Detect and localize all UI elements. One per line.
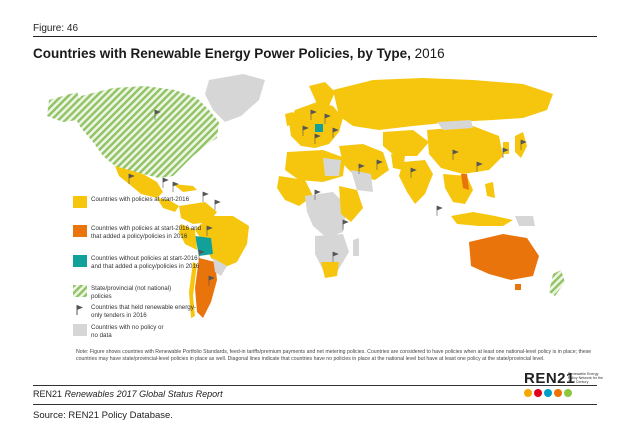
madagascar-region xyxy=(353,238,359,256)
legend-swatch-added xyxy=(73,225,87,237)
tender-flag-icon xyxy=(198,249,205,260)
legend-swatch-start xyxy=(73,196,87,208)
russia-region xyxy=(333,78,553,130)
leaf-icon xyxy=(564,389,572,397)
figure-label: Figure: 46 xyxy=(33,23,79,34)
pakistan-region xyxy=(391,154,405,170)
tender-flag-icon xyxy=(358,163,365,174)
tender-flag-markers xyxy=(128,109,527,286)
tender-flag-icon xyxy=(302,125,309,136)
tender-flag-icon xyxy=(332,251,339,262)
tender-flag-icon xyxy=(376,159,383,170)
paraguay-uruguay-region xyxy=(213,258,227,276)
tender-flag-icon xyxy=(172,181,179,192)
tender-flag-icon xyxy=(202,191,209,202)
logo-tagline: Renewable Energy Policy Network for the … xyxy=(568,372,603,385)
bottom-divider xyxy=(33,404,597,405)
tender-flag-icon xyxy=(162,177,169,188)
legend-swatch-without xyxy=(73,255,87,267)
mexico-region xyxy=(115,166,163,198)
east-africa-region xyxy=(339,186,363,222)
footer-org: REN21 xyxy=(33,389,63,399)
greenland-region xyxy=(205,74,265,122)
legend-label-start: Countries with policies at start-2016 xyxy=(91,196,190,203)
figure-title: Countries with Renewable Energy Power Po… xyxy=(33,46,445,61)
legend-label-none: Countries with no policy or no data xyxy=(91,324,164,339)
legend-swatch-none xyxy=(73,324,87,336)
central-africa-region xyxy=(305,192,347,238)
tender-flag-icon xyxy=(206,225,213,236)
west-africa-region xyxy=(277,176,313,206)
tender-flag-icon xyxy=(154,109,161,120)
korea-region xyxy=(503,142,509,154)
tender-flag-icon xyxy=(128,173,135,184)
legend-swatch-state xyxy=(73,285,87,297)
mongolia-region xyxy=(437,120,473,130)
europe-teal-region xyxy=(315,124,323,132)
source-caption: Source: REN21 Policy Database. xyxy=(33,410,173,421)
central-asia-region xyxy=(383,130,429,156)
new-zealand-region xyxy=(549,270,565,296)
peru-region xyxy=(179,224,197,250)
legend-label-tender: Countries that held renewable energy-onl… xyxy=(91,304,196,319)
caribbean-region xyxy=(173,184,197,192)
saudi-region xyxy=(351,170,373,192)
australia-region xyxy=(469,234,539,280)
india-region xyxy=(399,160,433,204)
philippines-region xyxy=(485,182,495,198)
tasmania-region xyxy=(515,284,521,290)
footer-divider xyxy=(33,385,597,386)
sun-icon xyxy=(524,389,532,397)
ren21-logo: REN21 Renewable Energy Policy Network fo… xyxy=(524,370,604,404)
indonesia-region xyxy=(451,212,513,226)
argentina-region xyxy=(195,258,217,318)
tender-flag-icon xyxy=(314,133,321,144)
legend-label-added: Countries with policies at start-2016 an… xyxy=(91,225,202,240)
chile-region xyxy=(189,262,197,318)
world-map xyxy=(47,74,565,318)
tender-flag-icon xyxy=(314,189,321,200)
tender-flag-icon xyxy=(208,275,215,286)
china-region xyxy=(427,126,503,174)
footer-report-title: Renewables 2017 Global Status Report xyxy=(64,389,223,399)
alaska-region xyxy=(47,92,83,122)
water-icon xyxy=(544,389,552,397)
tender-flag-icon xyxy=(76,305,83,315)
legend-label-without: Countries without policies at start-2016… xyxy=(91,255,200,270)
tender-flag-icon xyxy=(476,161,483,172)
wind-icon xyxy=(534,389,542,397)
title-year: 2016 xyxy=(414,46,445,61)
new-guinea-region xyxy=(515,216,535,226)
tender-flag-icon xyxy=(436,205,443,216)
tender-flag-icon xyxy=(214,199,221,210)
top-divider xyxy=(33,36,597,37)
report-footer: REN21 Renewables 2017 Global Status Repo… xyxy=(33,389,223,399)
figure-note: Note: Figure shows countries with Renewa… xyxy=(76,349,592,362)
tender-flag-icon xyxy=(520,139,527,150)
fire-icon xyxy=(554,389,562,397)
central-america-region xyxy=(157,198,179,212)
tender-flag-icon xyxy=(410,167,417,178)
libya-region xyxy=(323,158,341,176)
tender-flag-icon xyxy=(342,219,349,230)
north-america-state-policies xyxy=(73,86,219,178)
tender-flag-icon xyxy=(324,113,331,124)
tender-flag-icon xyxy=(452,149,459,160)
tender-flag-icon xyxy=(332,127,339,138)
title-main: Countries with Renewable Energy Power Po… xyxy=(33,46,411,61)
logo-wordmark: REN21 xyxy=(524,370,575,387)
legend-label-state: State/provincial (not national) policies xyxy=(91,285,172,300)
tender-flag-icon xyxy=(502,147,509,158)
scandinavia-region xyxy=(309,82,335,106)
tender-flag-icon xyxy=(310,109,317,120)
vietnam-region xyxy=(461,174,469,190)
south-africa-region xyxy=(321,262,339,278)
uk-region xyxy=(285,112,295,126)
